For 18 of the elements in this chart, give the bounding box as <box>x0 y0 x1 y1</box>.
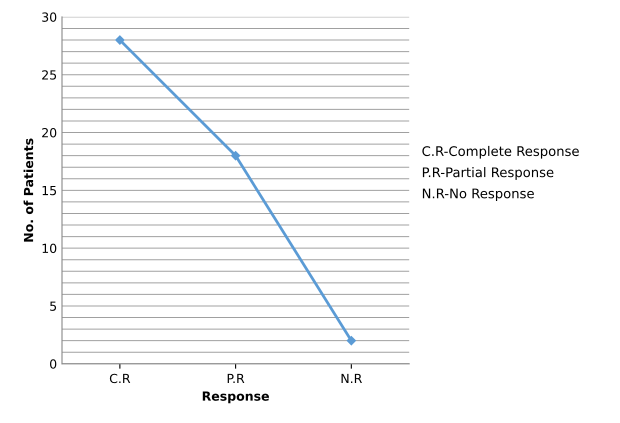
x-axis-title: Response <box>202 392 269 404</box>
y-tick-label: 20 <box>42 128 56 138</box>
x-tick-label: P.R <box>228 374 244 383</box>
text: P.R-Partial Response <box>422 167 554 180</box>
y-tick-label: 30 <box>42 12 56 22</box>
point <box>230 151 240 160</box>
x-tick-label: C.R <box>110 374 130 384</box>
x-tick-label: N.R <box>342 374 362 383</box>
point <box>346 336 356 346</box>
point <box>115 35 124 45</box>
y-axis-title: No. of Patients <box>24 138 34 242</box>
text: N.R-No Response <box>422 188 534 201</box>
y-tick-label: 10 <box>42 244 56 254</box>
y-tick-label: 25 <box>42 70 56 80</box>
y-tick-label: 0 <box>50 359 56 369</box>
y-tick-label: 5 <box>50 302 56 311</box>
text: C.R-Complete Response <box>422 146 579 159</box>
y-tick-label: 15 <box>42 186 56 196</box>
